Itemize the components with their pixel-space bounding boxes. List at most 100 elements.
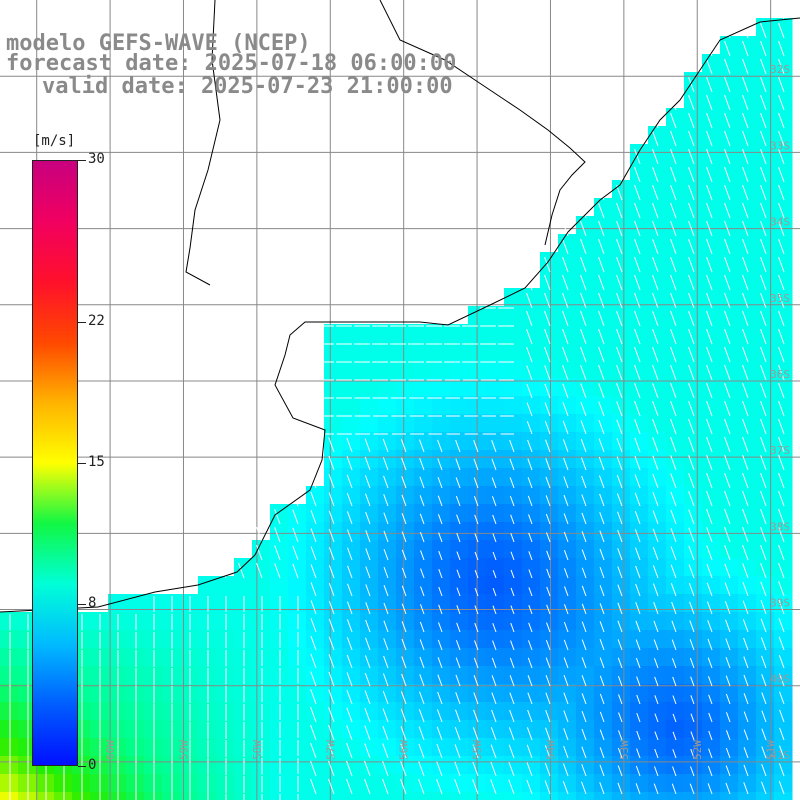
wind-arrow: [274, 509, 281, 525]
wind-arrow: [401, 513, 407, 525]
wind-arrow: [778, 472, 785, 489]
wave-field: [0, 18, 793, 800]
wind-arrow: [383, 548, 389, 561]
wind-arrow: [562, 420, 569, 435]
wind-arrow: [725, 765, 731, 777]
wind-arrow: [346, 637, 353, 651]
wind-arrow: [365, 637, 371, 651]
wind-arrow: [742, 22, 749, 39]
wind-arrow: [328, 528, 335, 543]
wind-arrow: [544, 762, 551, 777]
wind-arrow: [437, 657, 443, 669]
wind-arrow: [580, 438, 587, 453]
wind-arrow: [581, 711, 587, 723]
wind-arrow: [310, 618, 317, 633]
wind-arrow: [401, 603, 407, 615]
wind-arrow: [635, 547, 641, 561]
valid-date: valid date: 2025-07-23 21:00:00: [42, 74, 453, 99]
wind-arrow: [778, 238, 785, 255]
wind-arrow: [492, 587, 497, 597]
wind-arrow: [724, 400, 731, 417]
lat-label: 37S: [770, 444, 790, 457]
wind-arrow: [292, 545, 299, 561]
wind-arrow: [510, 605, 515, 615]
wind-arrow: [778, 274, 785, 291]
wind-arrow: [455, 439, 461, 453]
wind-arrow: [581, 781, 587, 795]
wind-arrow: [742, 256, 749, 273]
wind-arrow: [636, 676, 641, 687]
wind-arrow: [401, 585, 407, 597]
wind-arrow: [706, 310, 713, 327]
wind-arrow: [562, 292, 569, 309]
wind-arrow: [708, 748, 713, 759]
lon-label: 58W: [251, 740, 264, 760]
lat-label: 32S: [770, 63, 790, 76]
wind-arrow: [724, 274, 731, 291]
wind-arrow: [652, 364, 659, 381]
wind-arrow: [672, 766, 677, 777]
wind-arrow: [527, 657, 533, 669]
wind-arrow: [616, 456, 623, 471]
wind-arrow: [456, 605, 461, 615]
wind-arrow: [724, 238, 731, 255]
wind-arrow: [688, 527, 695, 543]
wind-arrow: [778, 618, 785, 633]
wind-arrow: [563, 745, 569, 759]
wind-arrow: [492, 605, 497, 615]
wind-arrow: [778, 508, 785, 525]
wind-arrow: [779, 691, 785, 705]
wind-arrow: [455, 709, 461, 723]
wind-arrow: [419, 639, 425, 651]
wind-arrow: [563, 674, 569, 687]
wind-arrow: [365, 584, 371, 597]
wind-arrow: [634, 510, 641, 525]
wind-arrow: [310, 600, 317, 615]
wind-arrow: [310, 564, 317, 579]
wind-arrow: [708, 694, 713, 705]
wind-arrow: [706, 256, 713, 273]
wind-arrow: [652, 546, 659, 561]
wind-arrow: [616, 184, 623, 201]
wind-arrow: [328, 671, 335, 687]
wind-arrow: [778, 40, 785, 57]
wind-arrow: [310, 706, 317, 723]
wind-arrow: [292, 563, 299, 579]
wind-arrow: [292, 509, 299, 525]
wind-arrow: [546, 586, 551, 597]
wind-arrow: [706, 238, 713, 255]
wind-arrow: [580, 310, 587, 327]
lon-label: 52W: [691, 740, 704, 760]
wind-arrow: [760, 130, 767, 147]
wind-arrow: [526, 328, 533, 345]
wind-arrow: [382, 778, 389, 795]
wind-arrow: [456, 569, 461, 579]
wind-arrow: [670, 292, 677, 309]
wind-arrow: [742, 382, 749, 399]
wind-arrow: [491, 675, 497, 687]
wind-arrow: [382, 690, 389, 705]
wind-arrow: [492, 640, 497, 651]
wind-arrow: [526, 421, 533, 435]
wind-arrow: [364, 760, 371, 777]
wind-arrow: [365, 511, 371, 525]
wind-arrow: [706, 346, 713, 363]
wind-arrow: [616, 419, 623, 435]
wind-arrow: [670, 436, 677, 453]
wind-arrow: [688, 364, 695, 381]
colorbar-tick: [78, 160, 86, 161]
wind-arrow: [346, 456, 353, 471]
wind-arrow: [419, 495, 425, 507]
wind-arrow: [778, 454, 785, 471]
wind-arrow: [688, 418, 695, 435]
wind-arrow: [742, 436, 749, 453]
wind-arrow: [310, 724, 317, 741]
wind-arrow: [364, 690, 371, 705]
wind-arrow: [527, 477, 533, 489]
wind-arrow: [706, 184, 713, 201]
wind-arrow: [724, 582, 731, 597]
wind-arrow: [742, 472, 749, 489]
wind-arrow: [599, 693, 605, 705]
wind-arrow: [778, 562, 785, 579]
wind-arrow: [328, 618, 335, 633]
